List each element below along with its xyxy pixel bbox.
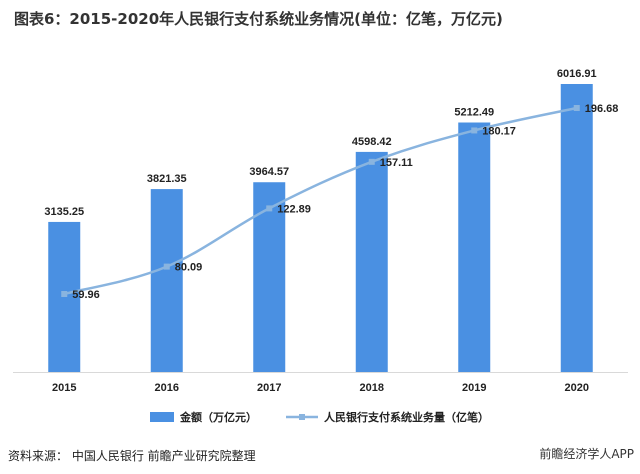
- bar-value-label-2019: 5212.49: [454, 107, 494, 119]
- line-value-label-2015: 59.96: [72, 289, 100, 301]
- bar-2020: [560, 84, 593, 372]
- line-series-path: [63, 106, 578, 296]
- line-value-label-2020: 196.68: [585, 103, 619, 115]
- x-tick-label-2016: 2016: [155, 382, 179, 394]
- legend-line-label: 人民银行支付系统业务量（亿笔）: [324, 410, 489, 424]
- line-point-2016: [163, 263, 170, 270]
- line-point-2017: [266, 205, 273, 212]
- bar-value-label-2017: 3964.57: [249, 166, 289, 178]
- x-tick-label-2019: 2019: [462, 382, 486, 394]
- bar-value-label-2016: 3821.35: [147, 173, 187, 185]
- x-tick-label-2018: 2018: [360, 382, 384, 394]
- line-point-2015: [61, 291, 68, 297]
- x-tick-label-2017: 2017: [257, 382, 281, 394]
- line-point-2018: [368, 158, 375, 165]
- legend-line-marker: [299, 414, 305, 420]
- line-value-label-2017: 122.89: [277, 203, 311, 215]
- chart-title: 图表6：2015-2020年人民银行支付系统业务情况(单位：亿笔，万亿元): [14, 10, 503, 28]
- bar-value-label-2020: 6016.91: [557, 68, 597, 80]
- x-tick-label-2015: 2015: [52, 382, 76, 394]
- bar-2018: [355, 151, 388, 372]
- x-tick-label-2020: 2020: [565, 382, 589, 394]
- line-point-2019: [471, 127, 478, 134]
- bar-2019: [458, 122, 491, 372]
- data-source-note: 资料来源： 中国人民银行 前瞻产业研究院整理: [8, 449, 256, 463]
- bar-2016: [150, 189, 183, 372]
- line-value-label-2019: 180.17: [482, 125, 516, 137]
- legend-bar-swatch: [150, 412, 174, 422]
- bar-value-label-2015: 3135.25: [44, 206, 84, 218]
- line-value-label-2016: 80.09: [175, 262, 203, 274]
- publisher-logo-text: 前瞻经济学人APP: [539, 447, 634, 461]
- line-value-label-2018: 157.11: [380, 157, 413, 169]
- legend-bar-label: 金额（万亿元）: [179, 410, 257, 424]
- bar-value-label-2018: 4598.42: [352, 136, 392, 148]
- line-point-2020: [573, 105, 580, 111]
